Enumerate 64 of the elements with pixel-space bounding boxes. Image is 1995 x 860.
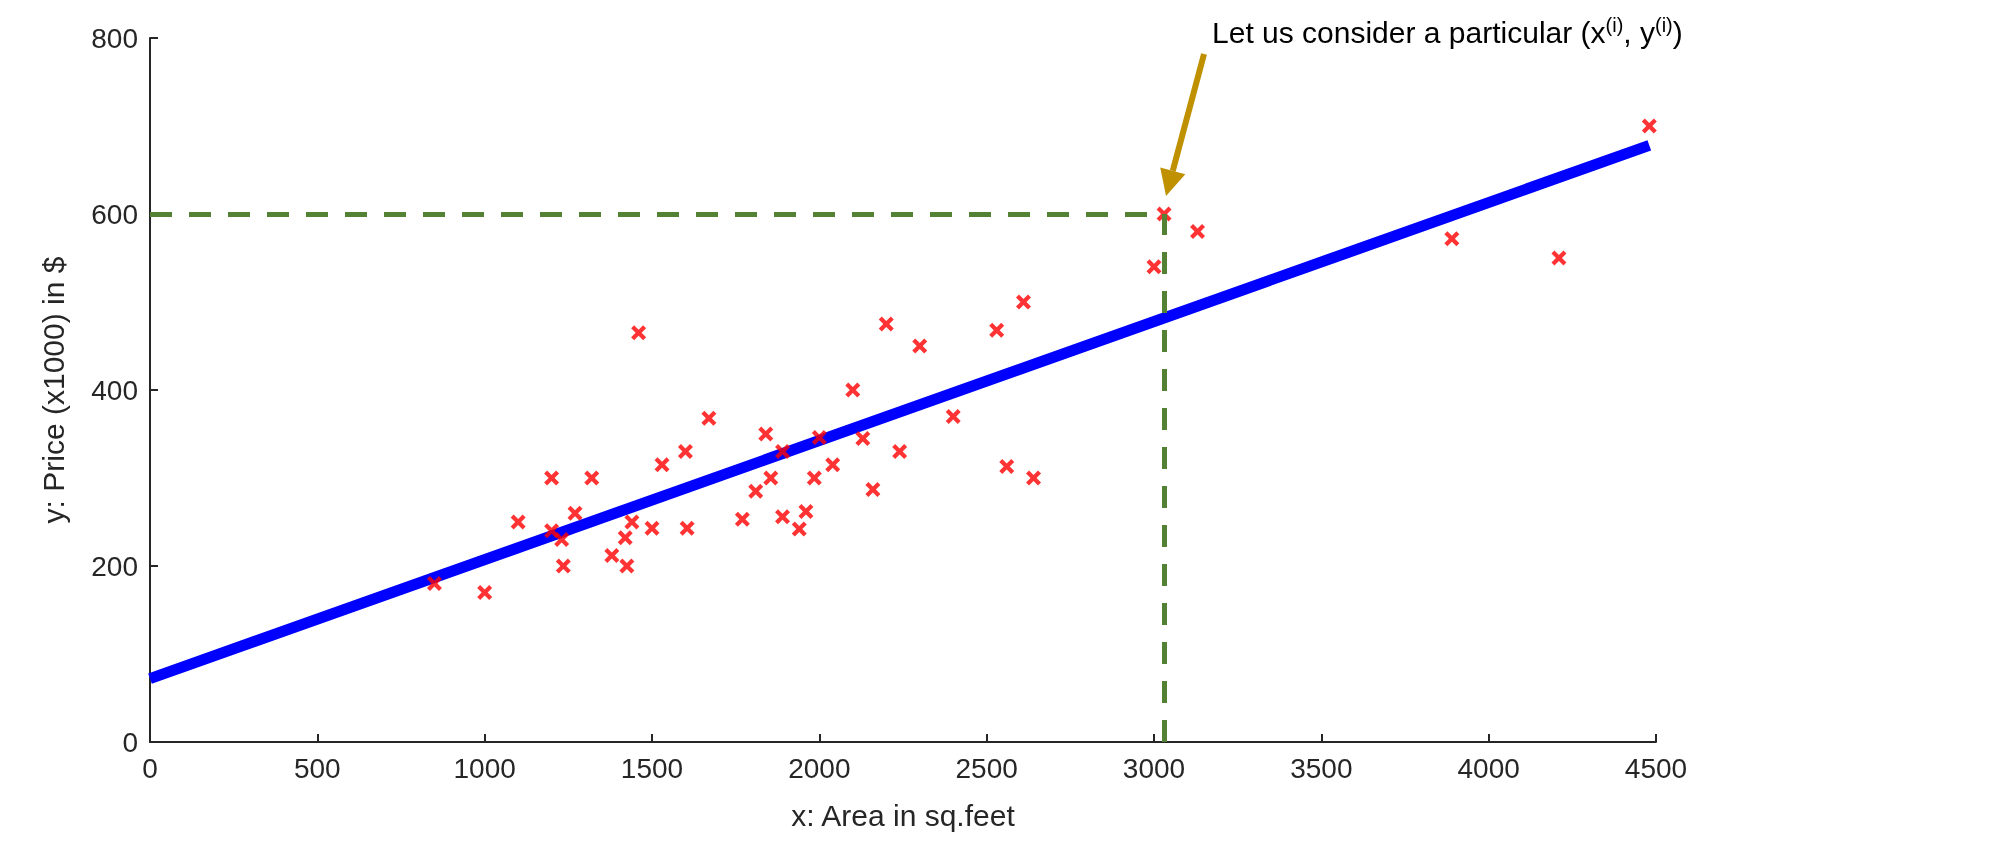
y-tick-label: 400 [91,374,138,406]
point [554,532,570,548]
point [617,530,633,546]
point [679,520,695,536]
y-tick-label: 800 [91,22,138,54]
point [775,444,791,460]
point [1026,470,1042,486]
y-tick-label: 200 [91,550,138,582]
point [1146,259,1162,275]
x-axis-title: x: Area in sq.feet [791,798,1016,832]
point [845,382,861,398]
point [855,430,871,446]
point [758,426,774,442]
point [426,576,442,592]
x-tick-label: 4000 [1457,752,1520,784]
point [878,316,894,332]
point [1641,118,1657,134]
point [477,584,493,600]
point [584,470,600,486]
y-tick-label: 600 [91,198,138,230]
point [644,520,660,536]
point [892,444,908,460]
point [1190,224,1206,240]
x-tick-label: 3500 [1290,752,1353,784]
point [763,470,779,486]
point [567,505,583,521]
point [555,558,571,574]
point [945,408,961,424]
point [791,521,807,537]
point [544,523,560,539]
point [806,470,822,486]
x-tick-label: 4500 [1624,752,1688,784]
annotation: Let us consider a particular (x$^{(i)}$, y$^{(i)}$) [1212,14,1683,50]
x-tick-label: 1000 [453,752,516,784]
x-tick-label: 2500 [955,752,1018,784]
point [989,322,1005,338]
point [811,430,827,446]
point [604,547,620,563]
point [624,514,640,530]
y-tick-label: 0 [122,726,138,758]
point [798,503,814,519]
point [701,410,717,426]
point [619,558,635,574]
x-tick-label: 2000 [788,752,851,784]
point [1015,294,1031,310]
x-tick-label: 500 [293,752,341,784]
x-tick-label: 1500 [620,752,684,784]
point [999,459,1015,475]
point [825,457,841,473]
point [748,483,764,499]
point [775,509,791,525]
point [734,511,750,527]
point [677,444,693,460]
point [510,514,526,530]
point [865,481,881,497]
x-tick-label: 0 [142,752,158,784]
x-tick-label: 3000 [1122,752,1186,784]
point [912,338,928,354]
point [1551,250,1567,266]
point [1444,231,1460,247]
point [654,457,670,473]
point [631,325,647,341]
point [544,470,560,486]
y-axis-title: y: Price (x1000) in $ [36,256,70,524]
